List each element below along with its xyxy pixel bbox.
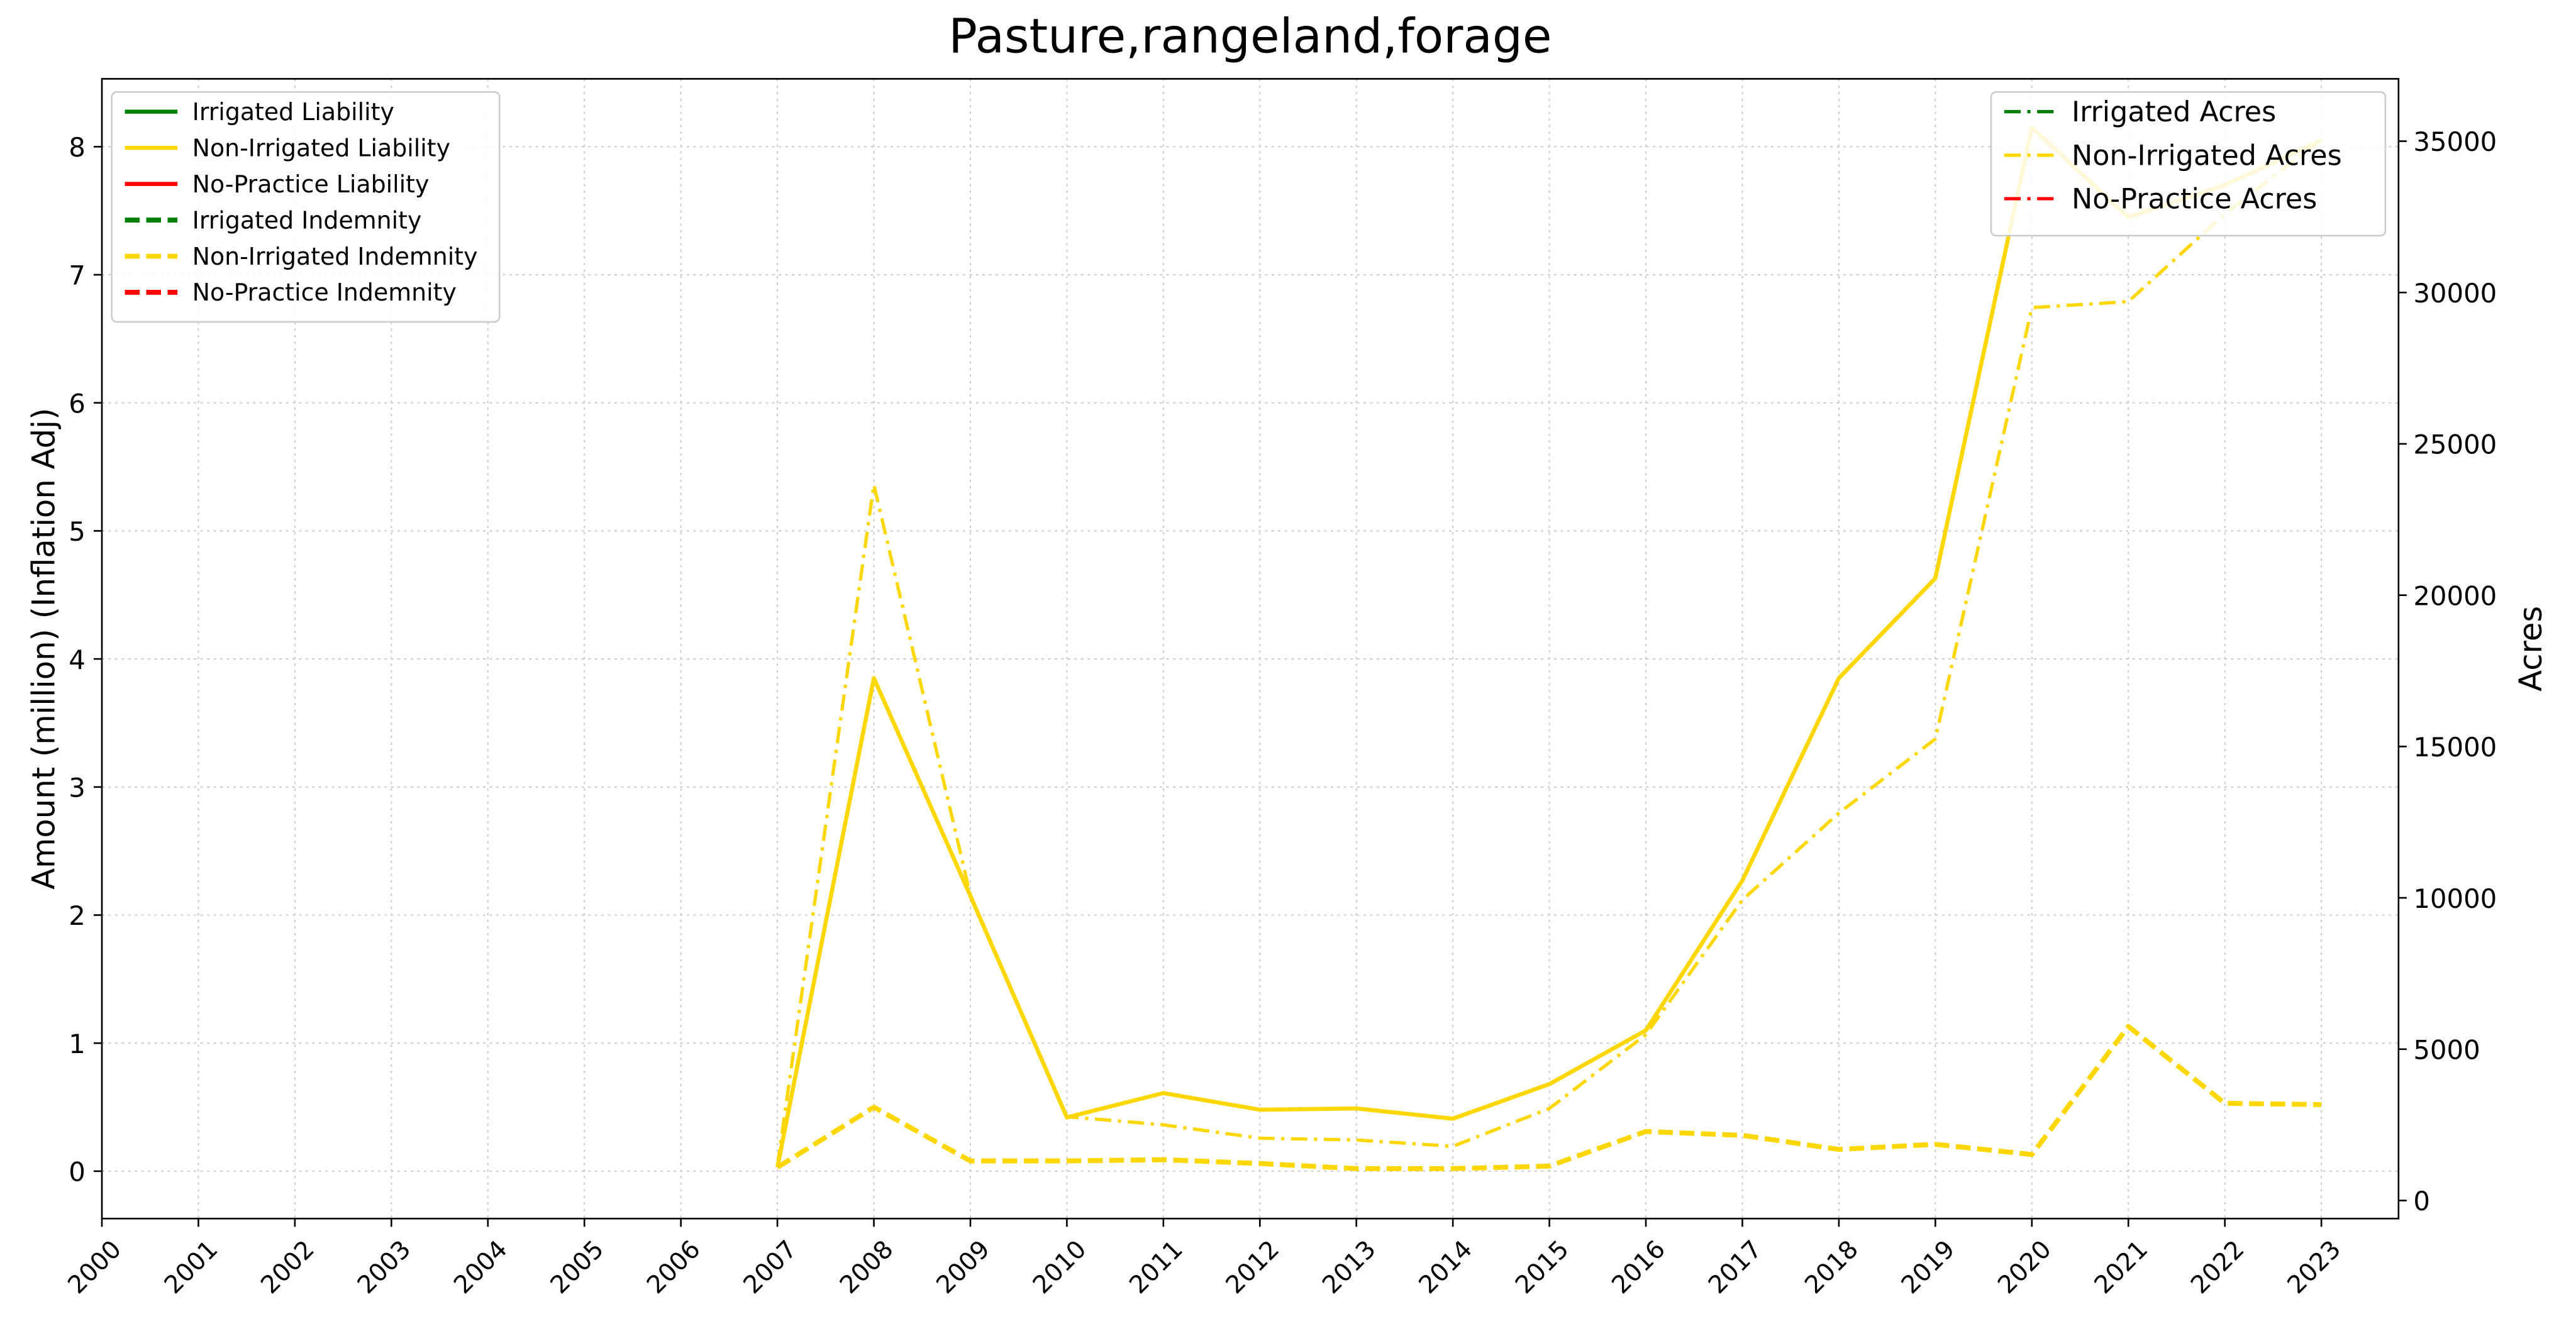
x-tick-label: 2010: [1028, 1235, 1092, 1300]
y-tick-label: 1: [69, 1029, 86, 1059]
y2-tick-label: 25000: [2413, 429, 2497, 460]
legend-label: No-Practice Indemnity: [192, 279, 457, 306]
legend-label: Irrigated Liability: [192, 98, 394, 126]
legend-label: Irrigated Indemnity: [192, 206, 422, 234]
y-tick-label: 6: [69, 388, 86, 419]
line: [775, 138, 2323, 1166]
y-tick-label: 3: [69, 772, 86, 803]
legend-label: No-Practice Liability: [192, 170, 430, 198]
x-tick-label: 2000: [63, 1235, 127, 1300]
x-tick-label: 2009: [931, 1235, 996, 1300]
legend-box: [1990, 91, 2387, 237]
line: [776, 1024, 2322, 1171]
x-tick-label: 2018: [1800, 1235, 1864, 1300]
legend-label: Non-Irrigated Indemnity: [192, 243, 478, 270]
y2-tick-label: 35000: [2413, 126, 2497, 157]
x-tick-label: 2019: [1896, 1235, 1960, 1300]
y-tick-label: 2: [69, 900, 86, 931]
y-tick-label: 0: [69, 1157, 86, 1188]
x-tick-label: 2014: [1414, 1235, 1478, 1300]
x-tick-label: 2012: [1221, 1235, 1285, 1300]
legend-label: Non-Irrigated Acres: [2072, 140, 2342, 172]
y-tick-label: 5: [69, 516, 86, 547]
x-tick-label: 2005: [545, 1235, 609, 1300]
plot-frame: [101, 78, 2400, 1220]
y2-axis-label: Acres: [2512, 606, 2549, 692]
y-tick-label: 4: [69, 644, 86, 675]
x-tick-label: 2016: [1607, 1235, 1671, 1300]
legend-label: No-Practice Acres: [2072, 184, 2317, 216]
y2-tick-label: 10000: [2413, 883, 2497, 914]
x-tick-label: 2021: [2089, 1235, 2153, 1300]
x-tick-label: 2020: [1992, 1235, 2057, 1300]
legend-label: Irrigated Acres: [2072, 96, 2276, 128]
y2-tick-label: 15000: [2413, 732, 2497, 763]
x-tick-label: 2002: [256, 1235, 320, 1300]
x-tick-label: 2004: [448, 1235, 513, 1300]
legend-label: Non-Irrigated Liability: [192, 134, 450, 162]
x-tick-label: 2023: [2282, 1235, 2346, 1300]
x-tick-label: 2013: [1317, 1235, 1381, 1300]
y2-tick-label: 30000: [2413, 278, 2497, 309]
legend-box: [111, 91, 501, 323]
x-tick-label: 2001: [159, 1235, 223, 1300]
y2-tick-label: 5000: [2413, 1034, 2480, 1065]
x-tick-label: 2022: [2185, 1235, 2250, 1300]
x-tick-label: 2011: [1124, 1235, 1188, 1300]
y-axis-label: Amount (million) (Inflation Adj): [25, 408, 62, 890]
y2-tick-label: 0: [2413, 1186, 2430, 1217]
x-tick-label: 2008: [835, 1235, 899, 1300]
y2-tick-label: 20000: [2413, 580, 2497, 611]
chart-title: Pasture,rangeland,forage: [948, 9, 1552, 64]
x-tick-label: 2017: [1703, 1235, 1767, 1300]
x-tick-label: 2015: [1510, 1235, 1574, 1300]
y-tick-label: 7: [69, 260, 86, 291]
y-tick-label: 8: [69, 132, 86, 163]
x-tick-label: 2003: [352, 1235, 416, 1300]
x-tick-label: 2007: [738, 1235, 802, 1300]
x-tick-label: 2006: [641, 1235, 706, 1300]
